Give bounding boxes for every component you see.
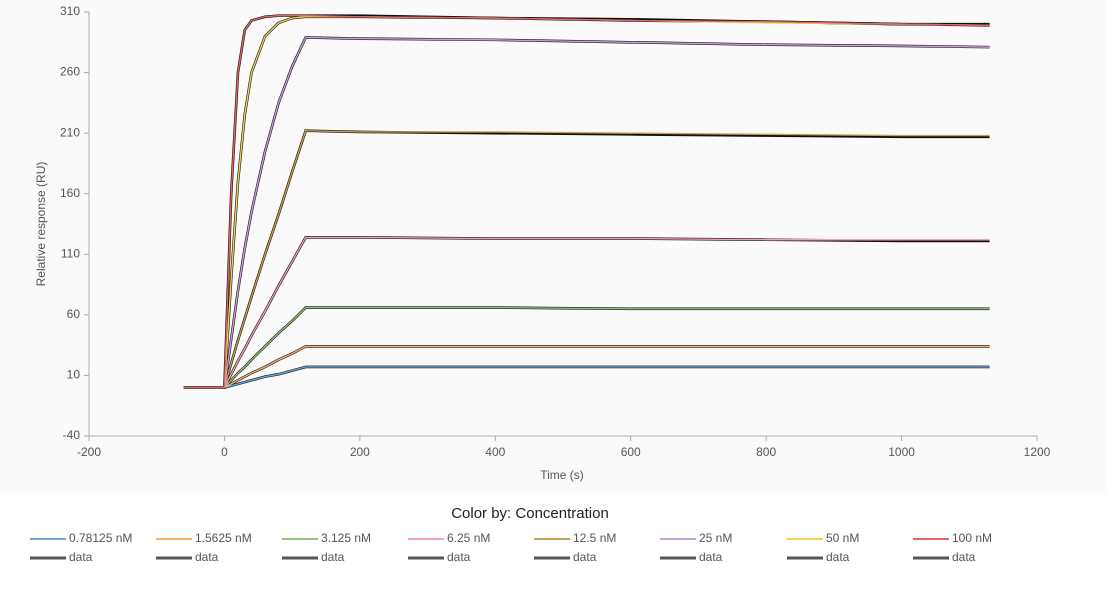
x-axis-label: Time (s)	[540, 468, 584, 482]
x-tick-label: 200	[350, 445, 370, 459]
legend-label: data	[195, 550, 219, 564]
legend: 0.78125 nM 1.5625 nM 3.125 nM 6.25 nM 12.5 n…	[30, 531, 992, 564]
x-tick-label: 1200	[1024, 445, 1051, 459]
y-tick-label: 260	[60, 65, 80, 79]
legend-label: data	[573, 550, 597, 564]
legend-label: data	[826, 550, 850, 564]
legend-label: 6.25 nM	[447, 531, 490, 545]
y-tick-label: -40	[63, 428, 81, 442]
fit-line	[183, 130, 990, 389]
legend-label: data	[952, 550, 976, 564]
legend-label: 100 nM	[952, 531, 992, 545]
legend-label: data	[69, 550, 93, 564]
y-axis-label: Relative response (RU)	[34, 162, 48, 287]
y-tick-label: 310	[60, 4, 80, 18]
legend-label: 0.78125 nM	[69, 531, 132, 545]
x-tick-label: -200	[77, 445, 101, 459]
x-tick-label: 600	[621, 445, 641, 459]
fit-line	[183, 36, 990, 389]
legend-label: 25 nM	[699, 531, 732, 545]
x-tick-label: 800	[756, 445, 776, 459]
legend-label: 1.5625 nM	[195, 531, 252, 545]
fit-line	[183, 345, 990, 389]
fit-line	[183, 236, 990, 389]
y-tick-label: 10	[67, 368, 81, 382]
y-tick-label: 210	[60, 125, 80, 139]
legend-label: data	[447, 550, 471, 564]
y-tick-label: 160	[60, 186, 80, 200]
x-tick-label: 1000	[888, 445, 915, 459]
legend-label: 3.125 nM	[321, 531, 371, 545]
legend-label: 12.5 nM	[573, 531, 616, 545]
plot-area: -200 0 200 400 600 800 1000 1200 -40 10 60 110 160 21…	[60, 4, 1051, 459]
plot-background	[0, 0, 1107, 493]
legend-label: data	[699, 550, 723, 564]
fit-line	[183, 366, 990, 389]
x-tick-label: 400	[485, 445, 505, 459]
fit-line	[183, 14, 990, 389]
x-tick-label: 0	[221, 445, 228, 459]
legend-label: 50 nM	[826, 531, 859, 545]
legend-label: data	[321, 550, 345, 564]
y-tick-label: 60	[67, 307, 81, 321]
fit-line	[183, 306, 990, 389]
legend-title: Color by: Concentration	[451, 505, 609, 522]
y-tick-label: 110	[61, 246, 80, 260]
